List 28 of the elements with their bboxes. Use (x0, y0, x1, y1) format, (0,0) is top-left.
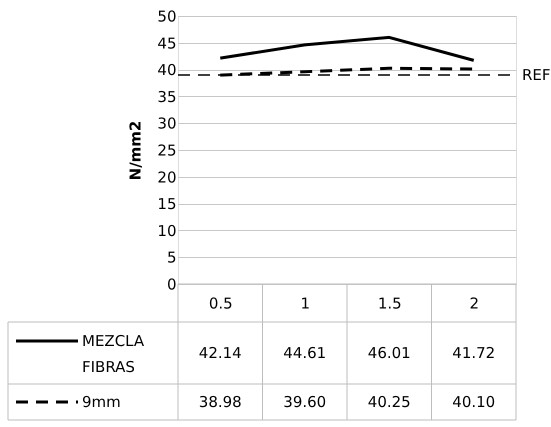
data-label: 42.14 (198, 344, 242, 362)
line-series (218, 36, 476, 62)
data-label: 44.61 (283, 344, 326, 362)
data-label: 38.98 (198, 393, 242, 411)
data-label: 40.10 (452, 393, 496, 411)
data-label: 40.25 (368, 393, 411, 411)
y-tick-label: 30 (157, 114, 176, 133)
ref-line-label: REF (522, 66, 551, 84)
y-tick-label: 45 (157, 34, 176, 52)
y-tick-label: 25 (157, 142, 176, 160)
x-tick-label: 2 (469, 294, 480, 312)
y-tick-label: 20 (157, 168, 176, 186)
data-label: 41.72 (452, 344, 496, 362)
y-axis-title: N/mm2 (126, 120, 144, 180)
data-label: 46.01 (368, 344, 411, 362)
y-tick-label: 35 (157, 88, 176, 106)
x-tick-label: 0.5 (208, 294, 233, 312)
y-tick-label: 40 (157, 61, 176, 80)
legend-label: 9mm (82, 393, 121, 411)
y-tick-label: 10 (157, 222, 176, 240)
x-tick-label: 1.5 (378, 294, 402, 312)
y-tick-label: 0 (166, 276, 176, 294)
y-tick-label: 15 (157, 195, 176, 214)
x-tick-label: 1 (300, 294, 310, 312)
data-label: 39.60 (283, 393, 326, 411)
y-tick-label: 50 (157, 8, 176, 26)
legend-label: MEZCLA FIBRAS (82, 332, 145, 376)
y-tick-label: 5 (166, 248, 176, 267)
